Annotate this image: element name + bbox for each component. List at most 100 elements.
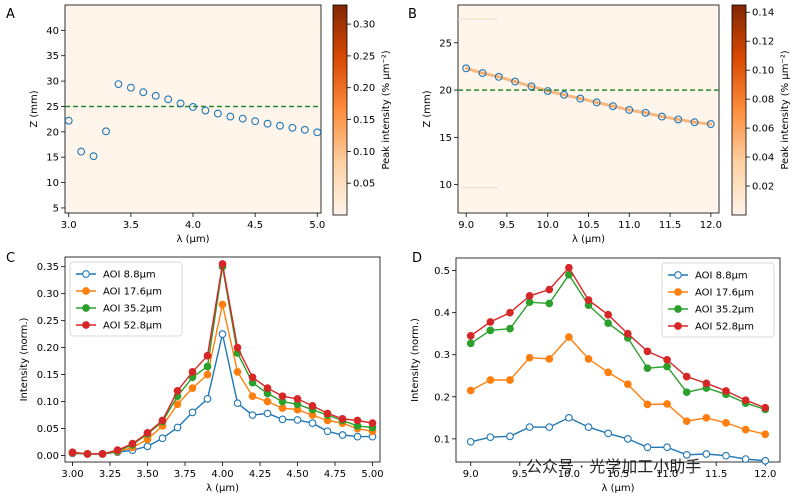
panel-letter-b: B: [408, 7, 417, 22]
data-point-b: [527, 82, 536, 91]
series-point-d-3: [506, 308, 514, 317]
y-tick-label-c: 0.25: [37, 316, 59, 327]
x-tick-label-d: 11.5: [705, 469, 727, 480]
data-point-b: [560, 90, 568, 99]
colorbar-tick-label-a: 0.20: [353, 83, 375, 94]
series-point-d-1: [682, 417, 691, 426]
series-point-d-0: [741, 455, 750, 463]
series-point-d-1: [702, 413, 711, 422]
data-point-a: [151, 91, 160, 100]
series-point-d-0: [466, 437, 475, 446]
data-point-b: [674, 115, 683, 124]
series-point-c-3: [248, 373, 257, 382]
y-tick-label-b: 20: [439, 86, 452, 97]
data-point-b: [609, 102, 617, 111]
data-point-b: [657, 112, 666, 121]
y-tick-label-a: 40: [46, 26, 59, 37]
data-point-b: [641, 108, 650, 117]
x-tick-label-b: 9.0: [458, 220, 474, 231]
data-point-a: [238, 114, 247, 123]
series-point-d-2: [525, 298, 534, 307]
series-point-d-3: [565, 263, 573, 272]
series-point-c-3: [263, 384, 272, 392]
series-point-c-3: [203, 351, 212, 360]
series-point-d-3: [525, 292, 534, 300]
series-point-d-2: [565, 270, 573, 279]
data-point-a: [276, 121, 284, 130]
data-point-a: [213, 109, 222, 118]
intensity-band-b: [595, 100, 615, 108]
panel-a: 3.0 3.5 4.0 4.5 5.0 5 10 15 20 25 30 35 40 λ (μm) Z (m…: [29, 4, 392, 245]
colorbar-tick-label-b: 0.14: [752, 8, 774, 19]
data-point-b: [462, 64, 471, 73]
x-tick-label-c: 3.00: [61, 469, 83, 480]
series-point-d-0: [623, 435, 632, 443]
series-point-c-1: [218, 300, 227, 309]
series-line-d-0: [470, 417, 766, 462]
legend-label-d-0: AOI 8.8μm: [695, 271, 748, 282]
series-point-c-1: [233, 368, 242, 376]
series-point-d-3: [761, 403, 770, 412]
series-point-c-0: [203, 395, 212, 403]
series-point-c-3: [338, 414, 347, 423]
intensity-band-b: [693, 120, 713, 126]
y-tick-label-a: 20: [46, 127, 59, 138]
data-point-b: [478, 69, 487, 78]
series-point-c-3: [83, 450, 92, 458]
plot-area-b: [457, 4, 720, 214]
legend-marker-d-2: [674, 305, 682, 313]
intensity-band-b: [676, 117, 697, 124]
y-tick-label-d: 0.1: [434, 434, 450, 445]
series-point-d-0: [565, 413, 573, 422]
colorbar-tick-label-b: 0.04: [752, 153, 774, 164]
data-point-a: [176, 99, 185, 108]
data-point-a: [102, 127, 110, 136]
colorbar-tick-label-b: 0.06: [752, 124, 774, 135]
x-axis-label-d: λ (μm): [601, 483, 634, 494]
series-point-d-0: [722, 451, 730, 460]
data-point-b: [511, 77, 520, 86]
panel-letter-c: C: [6, 251, 15, 266]
y-tick-label-c: 0.20: [37, 343, 59, 354]
data-point-a: [288, 123, 297, 132]
colorbar-tick-label-a: 0.30: [353, 20, 375, 31]
y-tick-label-b: 15: [439, 133, 452, 144]
series-line-d-1: [470, 336, 766, 435]
series-point-d-2: [643, 364, 652, 373]
series-point-c-0: [293, 416, 302, 424]
series-point-d-1: [604, 368, 613, 377]
series-point-c-1: [263, 397, 272, 406]
series-point-d-3: [702, 379, 711, 388]
y-tick-label-b: 25: [439, 38, 452, 49]
data-point-a: [126, 83, 135, 92]
x-tick-label-b: 11.5: [659, 220, 681, 231]
y-tick-label-d: 0.4: [434, 308, 450, 319]
y-tick-label-c: 0.30: [37, 289, 59, 300]
series-point-c-0: [278, 415, 287, 424]
legend-marker-c-2: [82, 304, 90, 312]
data-point-a: [189, 103, 197, 111]
series-point-c-0: [263, 409, 272, 418]
series-point-d-1: [506, 376, 514, 384]
series-point-d-2: [682, 388, 691, 397]
series-point-d-0: [545, 423, 554, 431]
series-point-d-0: [702, 450, 711, 458]
colorbar-tick-label-a: 0.15: [353, 115, 375, 126]
intensity-band-b: [644, 111, 664, 119]
series-point-d-2: [466, 339, 475, 348]
series-point-c-3: [368, 419, 377, 428]
x-tick-label-b: 10.0: [537, 220, 559, 231]
data-point-a: [263, 119, 272, 128]
x-tick-label-c: 3.25: [99, 469, 121, 480]
y-tick-label-b: 10: [439, 180, 452, 191]
x-axis-label-c: λ (μm): [206, 483, 239, 494]
legend-box-c: [69, 261, 183, 337]
data-point-b: [625, 105, 634, 114]
series-point-d-1: [545, 355, 554, 363]
series-point-c-3: [278, 392, 287, 401]
series-point-d-0: [682, 450, 691, 459]
intensity-band-b: [627, 108, 648, 115]
x-tick-label-d: 12.0: [754, 469, 776, 480]
data-point-a: [139, 88, 148, 97]
